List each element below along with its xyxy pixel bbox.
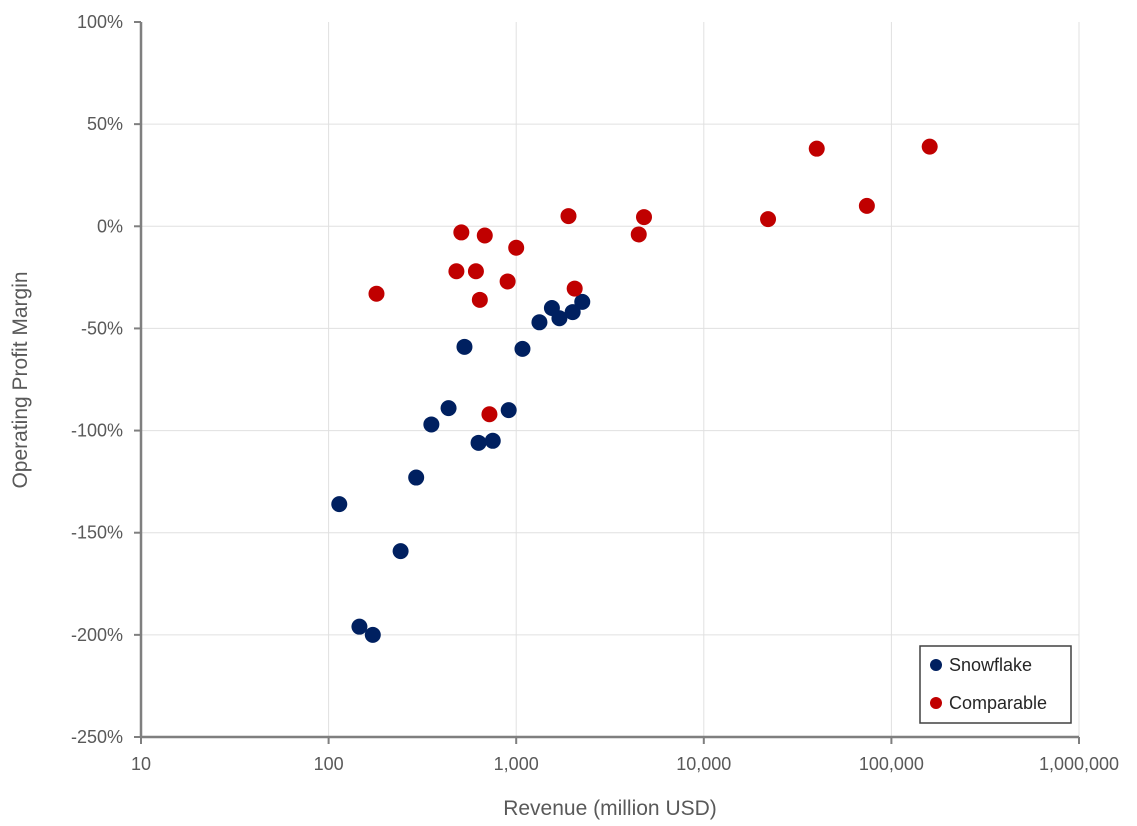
point-comparable (636, 209, 653, 226)
x-tick-label: 100,000 (859, 754, 924, 774)
point-snowflake (470, 434, 487, 451)
point-comparable (760, 211, 777, 228)
point-snowflake (514, 340, 531, 357)
point-comparable (560, 208, 577, 225)
y-tick-label: -150% (71, 523, 123, 543)
x-tick-label: 1,000 (494, 754, 539, 774)
point-snowflake (364, 626, 381, 643)
point-snowflake (564, 304, 581, 321)
point-comparable (566, 280, 583, 297)
point-snowflake (551, 310, 568, 327)
legend-label-snowflake: Snowflake (949, 655, 1032, 675)
point-comparable (481, 406, 498, 423)
y-tick-label: -100% (71, 421, 123, 441)
y-tick-label: -250% (71, 727, 123, 747)
data-points (331, 138, 938, 643)
point-comparable (467, 263, 484, 280)
x-tick-label: 1,000,000 (1039, 754, 1119, 774)
point-comparable (368, 285, 385, 302)
axes: 100% 50% 0% -50% -100% -150% -200% -250% 10 100 1,… (71, 12, 1119, 774)
point-snowflake (423, 416, 440, 433)
point-snowflake (531, 314, 548, 331)
point-comparable (508, 239, 525, 256)
legend: Snowflake Comparable (919, 645, 1072, 724)
x-tick-label: 100 (314, 754, 344, 774)
point-snowflake (408, 469, 425, 486)
y-tick-label: -200% (71, 625, 123, 645)
legend-marker-comparable (930, 697, 942, 709)
x-tick-label: 10 (131, 754, 151, 774)
point-comparable (476, 227, 493, 244)
y-axis-title: Operating Profit Margin (9, 271, 32, 488)
point-snowflake (331, 496, 348, 513)
grid-lines (141, 22, 1080, 737)
y-tick-label: 50% (87, 114, 123, 134)
point-snowflake (484, 432, 501, 449)
y-tick-label: 0% (97, 216, 123, 236)
legend-marker-snowflake (930, 659, 942, 671)
point-snowflake (500, 402, 517, 419)
point-comparable (453, 224, 470, 241)
point-comparable (471, 291, 488, 308)
legend-label-comparable: Comparable (949, 693, 1047, 713)
point-comparable (630, 226, 647, 243)
point-snowflake (574, 293, 591, 310)
y-tick-label: 100% (77, 12, 123, 32)
y-tick-label: -50% (81, 318, 123, 338)
point-comparable (499, 273, 516, 290)
legend-box (919, 645, 1072, 724)
point-snowflake (440, 400, 457, 417)
point-comparable (448, 263, 465, 280)
point-snowflake (456, 338, 473, 355)
point-snowflake (392, 543, 409, 560)
point-comparable (808, 140, 825, 157)
x-tick-label: 10,000 (676, 754, 731, 774)
point-comparable (921, 138, 938, 155)
point-comparable (858, 197, 875, 214)
point-snowflake (351, 618, 368, 635)
x-axis-title: Revenue (million USD) (503, 797, 717, 820)
